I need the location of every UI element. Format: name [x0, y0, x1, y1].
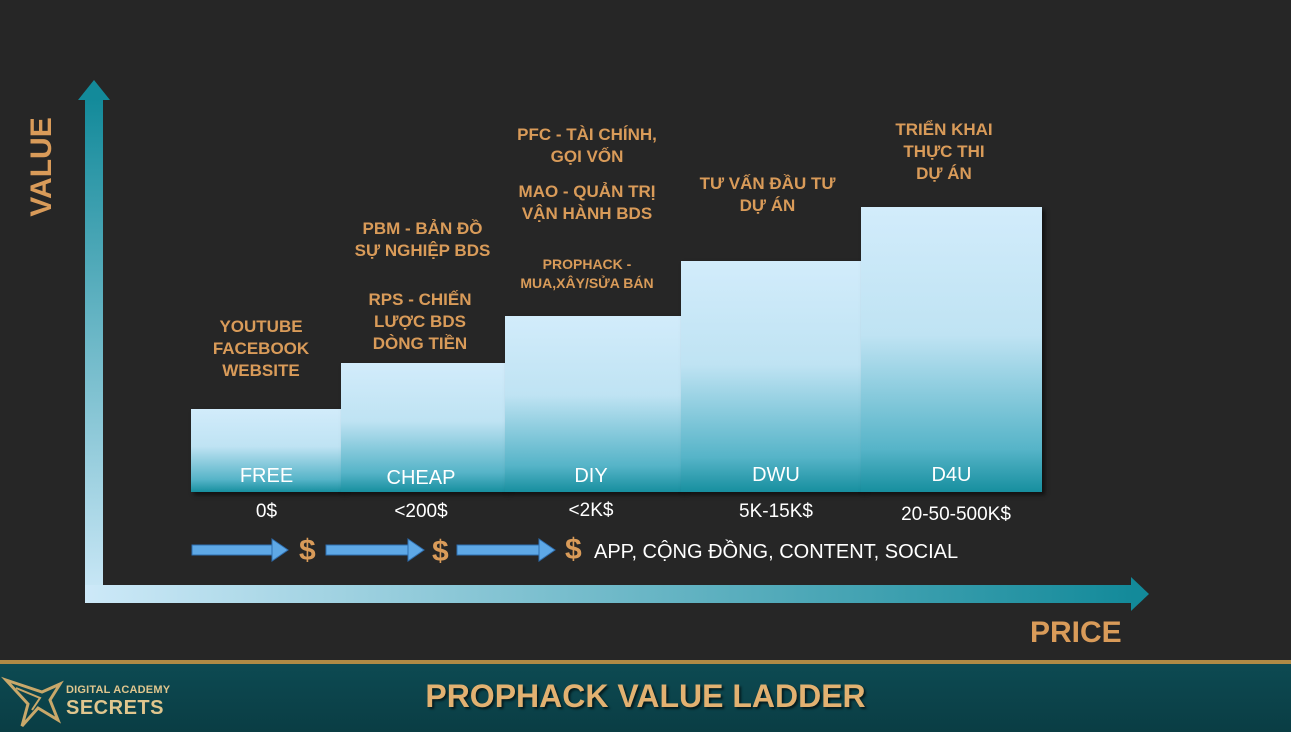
- flow-arrow-2: [325, 538, 425, 562]
- desc-line: THỰC THI: [903, 142, 985, 161]
- step-label-diy: DIY: [574, 465, 608, 487]
- desc-cheap-top: PBM - BẢN ĐỒ SỰ NGHIỆP BDS: [335, 218, 510, 262]
- step-price-diy: <2K$: [568, 500, 614, 521]
- desc-line: LƯỢC BDS: [374, 312, 466, 331]
- step-bar-free: [191, 409, 342, 492]
- dollar-icon: $: [565, 533, 582, 566]
- desc-line: VẬN HÀNH BDS: [521, 204, 653, 223]
- step-label-cheap: CHEAP: [386, 467, 456, 489]
- eagle-logo-icon: [0, 676, 64, 727]
- desc-diy-top: PFC - TÀI CHÍNH, GỌI VỐN: [502, 124, 672, 168]
- step-label-free: FREE: [239, 465, 294, 487]
- desc-line: YOUTUBE: [219, 317, 303, 336]
- desc-line: FACEBOOK: [212, 339, 310, 358]
- y-axis-arrow: [78, 80, 110, 603]
- flow-tail-text: APP, CỘNG ĐỒNG, CONTENT, SOCIAL: [594, 541, 959, 563]
- flow-arrow-1: [191, 538, 289, 562]
- step-bar-dwu: [681, 261, 862, 492]
- y-axis-label: VALUE: [25, 117, 58, 217]
- desc-line: RPS - CHIẾN: [368, 290, 472, 309]
- desc-line: DỰ ÁN: [739, 196, 796, 215]
- desc-line: MUA,XÂY/SỬA BÁN: [520, 275, 654, 291]
- dollar-icon: $: [432, 535, 449, 568]
- desc-line: GỌI VỐN: [550, 147, 624, 166]
- desc-line: PBM - BẢN ĐỒ: [362, 219, 483, 238]
- step-label-dwu: DWU: [752, 464, 800, 486]
- step-price-d4u: 20-50-500K$: [901, 504, 1011, 525]
- desc-line: PFC - TÀI CHÍNH,: [517, 125, 657, 144]
- desc-diy-bottom: PROPHACK - MUA,XÂY/SỬA BÁN: [502, 255, 672, 293]
- page-title: PROPHACK VALUE LADDER: [425, 678, 866, 714]
- desc-line: DÒNG TIỀN: [372, 334, 468, 353]
- step-price-free: 0$: [255, 501, 278, 522]
- desc-cheap-bottom: RPS - CHIẾN LƯỢC BDS DÒNG TIỀN: [340, 289, 500, 355]
- desc-line: WEBSITE: [222, 361, 300, 380]
- desc-line: DỰ ÁN: [916, 164, 972, 183]
- step-bar-d4u: [861, 207, 1042, 492]
- desc-free: YOUTUBE FACEBOOK WEBSITE: [186, 316, 336, 382]
- dollar-icon: $: [299, 534, 316, 567]
- x-axis-arrow: [85, 577, 1149, 611]
- step-price-dwu: 5K-15K$: [739, 501, 813, 522]
- desc-line: TRIỂN KHAI: [895, 120, 993, 139]
- desc-line: TƯ VẤN ĐẦU TƯ: [699, 174, 836, 193]
- desc-d4u: TRIỂN KHAI THỰC THI DỰ ÁN: [869, 119, 1019, 185]
- step-bar-cheap: [341, 363, 506, 492]
- x-axis-label: PRICE: [1030, 616, 1122, 649]
- desc-line: SỰ NGHIỆP BDS: [354, 241, 491, 260]
- logo-text-line1: DIGITAL ACADEMY: [66, 684, 171, 696]
- step-label-d4u: D4U: [931, 464, 972, 486]
- footer-bar: DIGITAL ACADEMY SECRETS PROPHACK VALUE L…: [0, 660, 1291, 732]
- desc-dwu: TƯ VẤN ĐẦU TƯ DỰ ÁN: [680, 173, 855, 217]
- logo-text-line2: SECRETS: [66, 697, 164, 719]
- desc-diy-mid: MAO - QUẢN TRỊ VẬN HÀNH BDS: [502, 181, 672, 225]
- step-price-cheap: <200$: [394, 501, 448, 522]
- desc-line: MAO - QUẢN TRỊ: [518, 182, 656, 201]
- desc-line: PROPHACK -: [542, 256, 632, 272]
- flow-arrow-3: [456, 538, 556, 562]
- step-bar-diy: [505, 316, 682, 492]
- axes-graphic: [78, 80, 1149, 611]
